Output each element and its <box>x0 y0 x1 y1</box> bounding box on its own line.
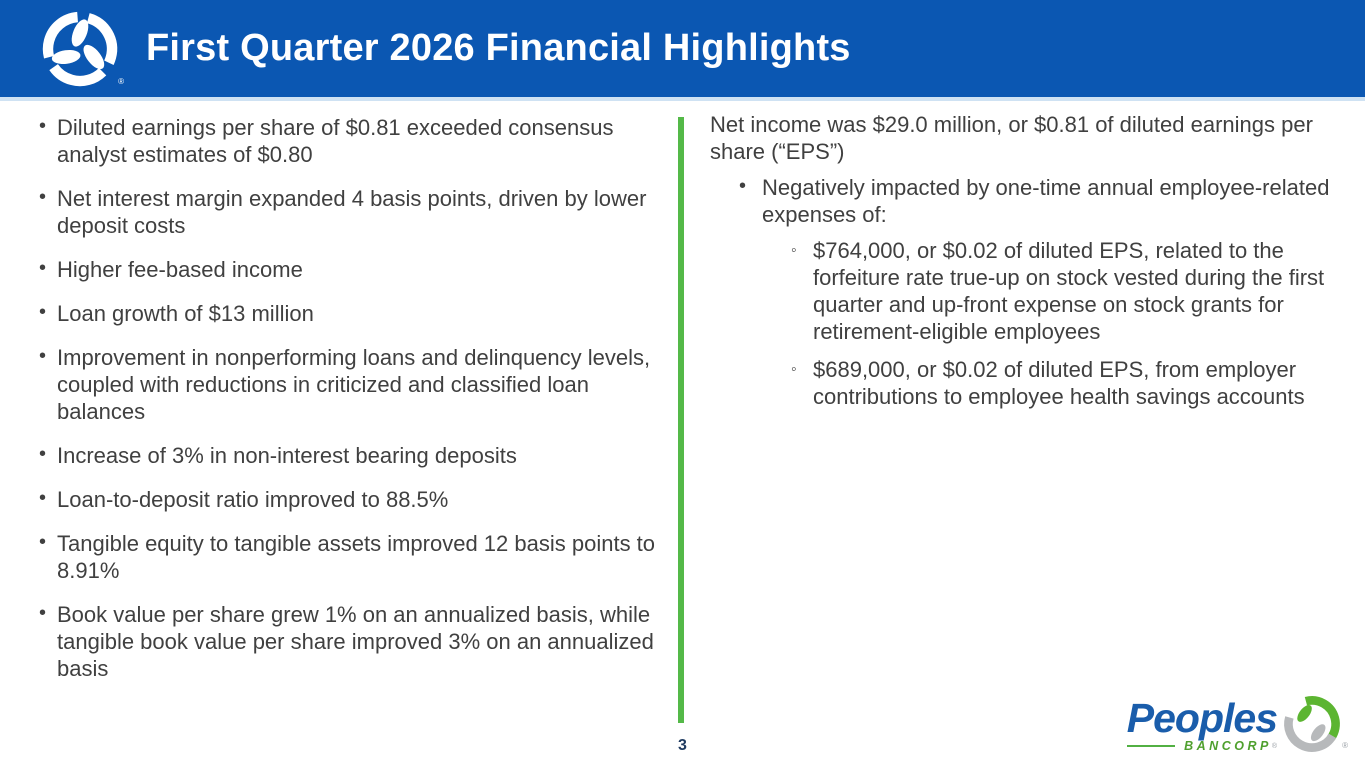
bullet-item: Improvement in nonperforming loans and d… <box>37 343 659 425</box>
footer-brand-mark: ® <box>1281 692 1348 756</box>
brand-name: Peoples <box>1126 695 1278 741</box>
net-income-intro: Net income was $29.0 million, or $0.81 o… <box>710 112 1313 164</box>
brand-underline <box>1126 744 1176 748</box>
right-column: Net income was $29.0 million, or $0.81 o… <box>710 111 1358 421</box>
brand-subname-row: BANCORP ® <box>1126 739 1277 753</box>
peoples-swirl-icon <box>42 11 118 86</box>
header-logo-registered-mark: ® <box>118 76 124 86</box>
bullet-item: Increase of 3% in non-interest bearing d… <box>37 441 659 469</box>
bullet-item: Negatively impacted by one-time annual e… <box>710 173 1358 228</box>
brand-subname-registered-mark: ® <box>1271 742 1277 750</box>
footer-brand-text: Peoples BANCORP ® <box>1126 692 1278 753</box>
footer-brand-logo: Peoples BANCORP ® ® <box>1126 692 1348 756</box>
left-column: Diluted earnings per share of $0.81 exce… <box>37 113 662 699</box>
brand-subname: BANCORP <box>1184 739 1272 753</box>
left-bullet-list: Diluted earnings per share of $0.81 exce… <box>37 113 662 682</box>
page-title: First Quarter 2026 Financial Highlights <box>146 27 851 69</box>
right-sub-bullet-list: $764,000, or $0.02 of diluted EPS, relat… <box>710 237 1358 410</box>
header-bar: ® First Quarter 2026 Financial Highlight… <box>0 0 1365 97</box>
right-bullet-list: Negatively impacted by one-time annual e… <box>710 173 1358 228</box>
bullet-item: Net interest margin expanded 4 basis poi… <box>37 184 659 239</box>
vertical-divider <box>678 117 684 723</box>
sub-bullet-item: $764,000, or $0.02 of diluted EPS, relat… <box>710 237 1338 345</box>
bullet-item: Book value per share grew 1% on an annua… <box>37 600 659 682</box>
bullet-item: Higher fee-based income <box>37 255 659 283</box>
header-logo: ® <box>40 8 124 90</box>
header-accent-strip <box>0 97 1365 101</box>
sub-bullet-item: $689,000, or $0.02 of diluted EPS, from … <box>710 356 1338 410</box>
bullet-item: Loan-to-deposit ratio improved to 88.5% <box>37 485 659 513</box>
page-number: 3 <box>678 737 687 754</box>
bullet-item: Loan growth of $13 million <box>37 299 659 327</box>
bullet-item: Tangible equity to tangible assets impro… <box>37 529 659 584</box>
peoples-swirl-color-icon <box>1284 696 1340 752</box>
bullet-item: Diluted earnings per share of $0.81 exce… <box>37 113 659 168</box>
footer-mark-registered-mark: ® <box>1342 741 1348 750</box>
